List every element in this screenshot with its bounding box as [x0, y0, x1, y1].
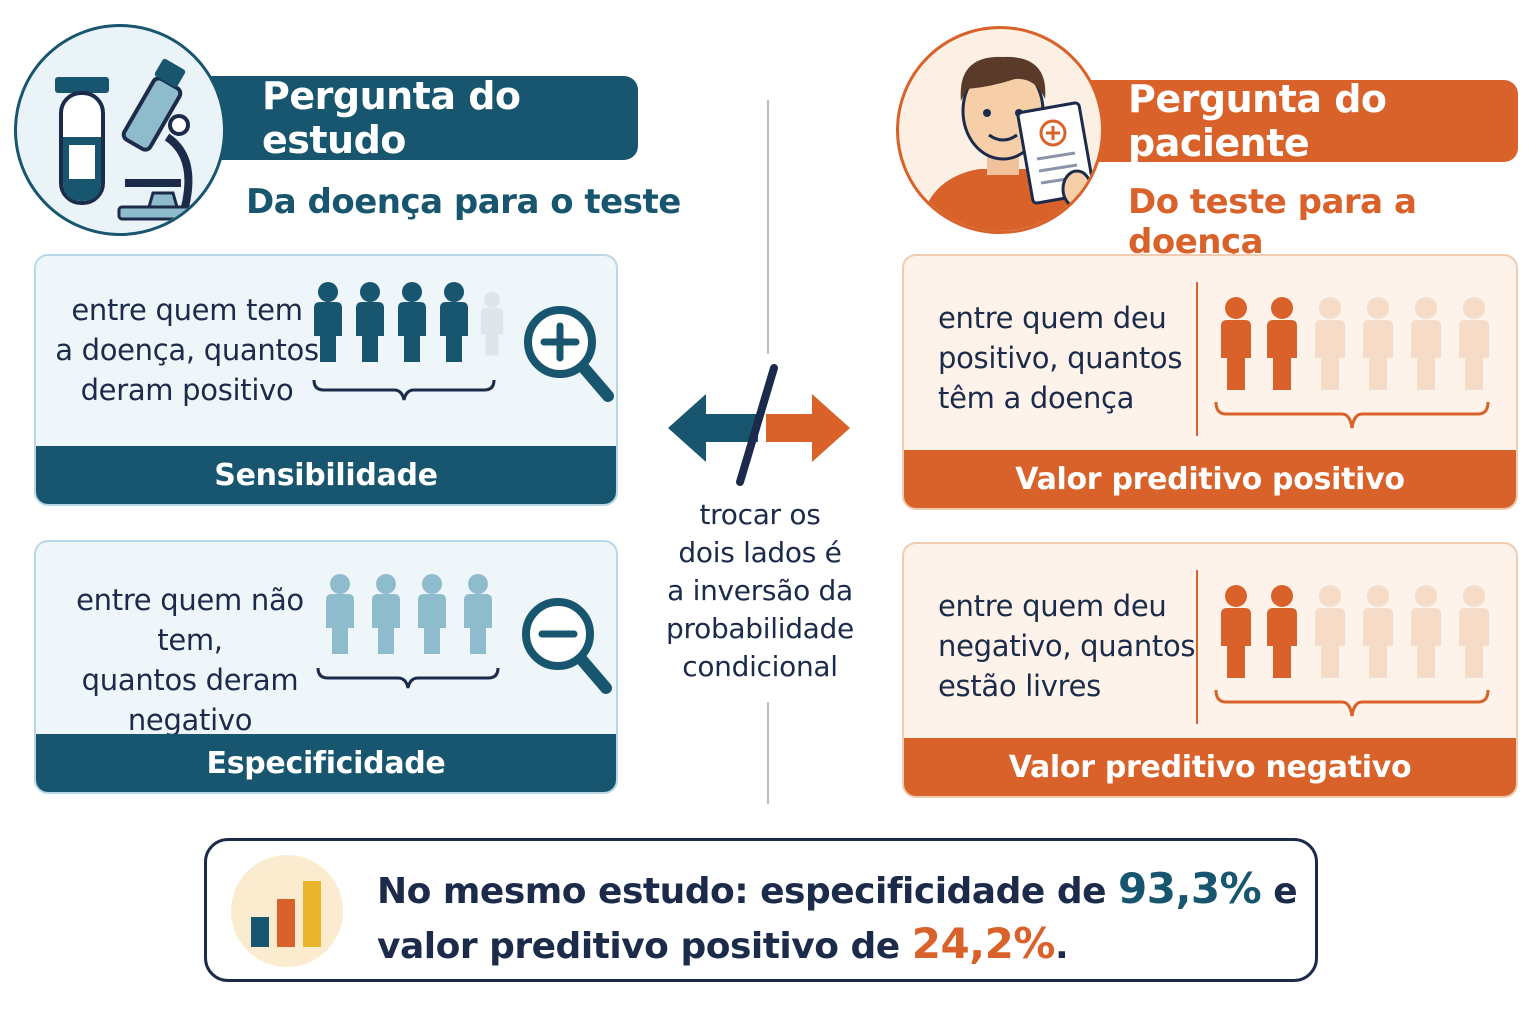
npv-divider: [1196, 570, 1198, 724]
bracket: [1214, 689, 1490, 717]
person-icon: [1315, 297, 1345, 390]
center-divider-top: [767, 100, 769, 354]
person-icon: [464, 574, 492, 654]
magnifier-minus-icon: [522, 598, 612, 694]
person-icon: [1459, 585, 1489, 678]
person-icon: [1363, 297, 1393, 390]
bracket: [312, 379, 496, 401]
sensitivity-description: entre quem tem a doença, quantos deram p…: [55, 293, 319, 407]
chart-icon-circle: [231, 855, 343, 967]
study-question-subtitle: Da doença para o teste: [246, 182, 681, 222]
person-icon: [1315, 585, 1345, 678]
lab-icon-circle: [14, 24, 226, 236]
test-tube-microscope-icon: [55, 58, 201, 221]
person-icon: [1221, 585, 1251, 678]
sensitivity-label: Sensibilidade: [214, 457, 438, 493]
patient-question-subtitle: Do teste para a doença: [1128, 182, 1417, 262]
person-icon: [1411, 297, 1441, 390]
person-icon: [314, 282, 342, 362]
ppv-value: 24,2%: [911, 919, 1056, 968]
specificity-label: Especificidade: [206, 745, 446, 781]
person-icon: [480, 291, 504, 356]
npv-label-bar: Valor preditivo negativo: [904, 738, 1516, 796]
person-icon: [326, 574, 354, 654]
person-icon: [1221, 297, 1251, 390]
center-explanation: trocar os dois lados é a inversão da pro…: [666, 498, 854, 683]
ppv-description: entre quem deu positivo, quantos têm a d…: [938, 301, 1183, 415]
specificity-card: entre quem não tem, quantos deram negati…: [34, 540, 618, 794]
person-icon: [372, 574, 400, 654]
person-icon: [356, 282, 384, 362]
sensitivity-label-bar: Sensibilidade: [36, 446, 616, 504]
ppv-card: entre quem deu positivo, quantos têm a d…: [902, 254, 1518, 510]
person-icon: [418, 574, 446, 654]
patient-with-report-icon: [919, 56, 1096, 231]
center-divider-bottom: [767, 702, 769, 804]
study-question-title: Pergunta do estudo: [262, 74, 521, 162]
summary-line-2: valor preditivo positivo de 24,2%.: [377, 919, 1069, 968]
npv-label: Valor preditivo negativo: [1008, 749, 1412, 785]
summary-box: No mesmo estudo: especificidade de 93,3%…: [204, 838, 1318, 982]
bracket: [1214, 401, 1490, 429]
magnifier-plus-icon: [524, 306, 614, 402]
broken-two-way-arrow-icon: [668, 364, 850, 486]
bracket: [316, 667, 500, 689]
person-icon: [398, 282, 426, 362]
npv-card: entre quem deu negativo, quantos estão l…: [902, 542, 1518, 798]
person-icon: [1267, 297, 1297, 390]
person-icon: [1363, 585, 1393, 678]
patient-question-title: Pergunta do paciente: [1128, 77, 1387, 165]
person-icon: [440, 282, 468, 362]
sensitivity-people-group: [312, 282, 504, 401]
person-icon: [1459, 297, 1489, 390]
ppv-label-bar: Valor preditivo positivo: [904, 450, 1516, 508]
bar-chart-icon: [251, 881, 321, 947]
summary-line-1: No mesmo estudo: especificidade de 93,3%…: [377, 864, 1298, 913]
npv-people-group: [1214, 585, 1490, 717]
specificity-description: entre quem não tem, quantos deram negati…: [76, 583, 304, 737]
person-icon: [1411, 585, 1441, 678]
ppv-people-group: [1214, 297, 1490, 429]
npv-description: entre quem deu negativo, quantos estão l…: [938, 589, 1196, 703]
ppv-divider: [1196, 282, 1198, 436]
patient-question-header: Pergunta do paciente: [1076, 77, 1518, 165]
patient-icon-circle: [896, 26, 1104, 234]
specificity-people-group: [316, 574, 500, 689]
specificity-label-bar: Especificidade: [36, 734, 616, 792]
person-icon: [1267, 585, 1297, 678]
specificity-value: 93,3%: [1118, 864, 1262, 913]
sensitivity-card: entre quem tem a doença, quantos deram p…: [34, 254, 618, 506]
summary-text: No mesmo estudo: especificidade de 93,3%…: [377, 863, 1298, 973]
study-question-header: Pergunta do estudo: [190, 74, 638, 162]
ppv-label: Valor preditivo positivo: [1015, 461, 1405, 497]
